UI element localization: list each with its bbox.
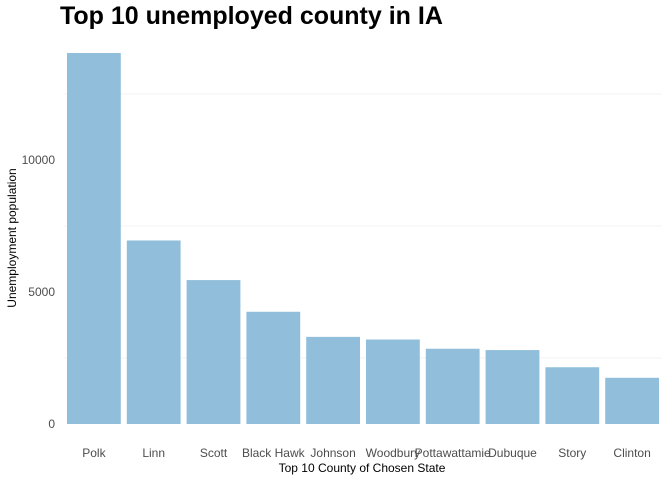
x-tick-label: Woodbury <box>366 446 420 460</box>
chart-title: Top 10 unemployed county in IA <box>60 2 443 30</box>
y-axis-ticks: 0 5000 10000 <box>22 153 56 431</box>
x-tick-label: Pottawattamie <box>415 446 491 460</box>
bar-woodbury <box>365 339 420 424</box>
y-tick-label: 10000 <box>22 153 56 167</box>
x-tick-label: Johnson <box>310 446 355 460</box>
bars <box>66 53 660 424</box>
x-axis-title: Top 10 County of Chosen State <box>279 461 446 475</box>
bar-black-hawk <box>246 311 301 424</box>
bar-story <box>545 367 600 424</box>
x-tick-label: Story <box>558 446 586 460</box>
y-tick-label: 5000 <box>28 285 55 299</box>
bar-polk <box>66 53 121 424</box>
bar-pottawattamie <box>425 348 480 424</box>
bar-scott <box>186 280 241 424</box>
bar-clinton <box>605 377 660 424</box>
bar-johnson <box>306 336 361 424</box>
bar-linn <box>126 240 181 424</box>
y-axis-title: Unemployment population <box>5 168 19 307</box>
x-tick-label: Clinton <box>613 446 650 460</box>
x-tick-label: Polk <box>82 446 106 460</box>
x-tick-label: Dubuque <box>488 446 537 460</box>
x-tick-label: Linn <box>142 446 165 460</box>
x-tick-label: Scott <box>200 446 228 460</box>
x-axis-ticks: Polk Linn Scott Black Hawk Johnson WoodburyPo… <box>82 446 651 460</box>
y-tick-label: 0 <box>48 417 55 431</box>
x-tick-label: Black Hawk <box>242 446 306 460</box>
bar-dubuque <box>485 350 540 424</box>
